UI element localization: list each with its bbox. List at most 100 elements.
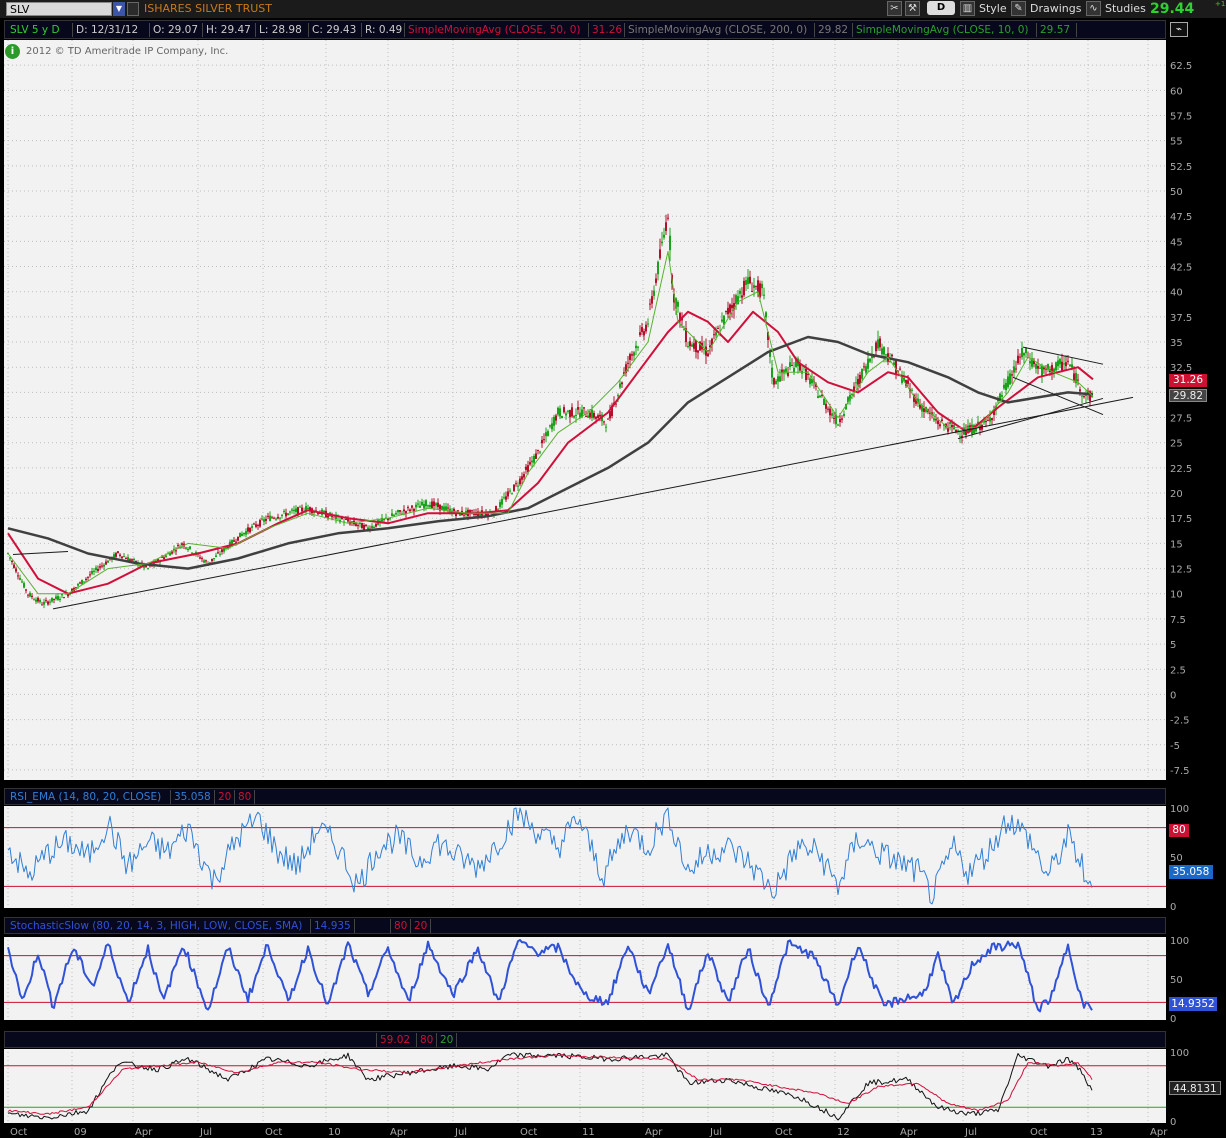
symbol-input[interactable]: SLV <box>6 2 112 16</box>
price-candle-body <box>173 548 175 551</box>
price-candle-body <box>767 331 769 341</box>
chart-settings-icon[interactable]: ✂ <box>887 1 902 16</box>
price-candle-body <box>125 558 127 560</box>
price-candle-body <box>581 409 583 418</box>
price-candle-body <box>999 393 1001 400</box>
price-candle-body <box>335 514 337 520</box>
chart-type-icon[interactable]: ▥ <box>960 1 975 16</box>
price-candle-body <box>261 518 263 520</box>
price-candle-body <box>569 410 571 418</box>
price-candle-body <box>21 581 23 583</box>
price-candle-body <box>583 407 585 409</box>
expand-chart-button[interactable]: ⌁ <box>1170 22 1188 37</box>
price-candle-body <box>987 420 989 422</box>
price-candle-body <box>523 474 525 478</box>
price-candle-body <box>1009 373 1011 385</box>
symbol-dropdown-button[interactable]: ▼ <box>113 2 125 16</box>
rsi-label[interactable]: RSI_EMA (14, 80, 20, CLOSE) <box>7 790 171 804</box>
price-candle-body <box>503 497 505 499</box>
trendline <box>1022 346 1104 365</box>
price-candle-body <box>415 504 417 508</box>
price-candle-body <box>203 560 205 563</box>
price-candle-body <box>223 548 225 552</box>
sma50-label[interactable]: SimpleMovingAvg (CLOSE, 50, 0) <box>405 23 589 37</box>
info-icon[interactable]: i <box>5 44 20 59</box>
stochastic-level-upper: 80 <box>391 919 411 933</box>
price-candle-body <box>679 313 681 322</box>
price-candle-body <box>405 511 407 514</box>
y-tick-label: 17.5 <box>1170 514 1192 525</box>
sma50-value: 31.26 <box>589 23 625 37</box>
price-candle-body <box>19 577 21 580</box>
price-candle-body <box>115 553 117 557</box>
price-candle-body <box>881 348 883 355</box>
price-candle-body <box>729 304 731 313</box>
price-candle-body <box>35 599 37 602</box>
price-candle-body <box>759 283 761 298</box>
price-candle-body <box>807 374 809 376</box>
sma200-label[interactable]: SimpleMovingAvg (CLOSE, 200, 0) <box>625 23 815 37</box>
price-candle-body <box>789 362 791 367</box>
price-candle-body <box>901 375 903 383</box>
price-candle-body <box>757 280 759 293</box>
price-candle-body <box>749 276 751 284</box>
price-candle-body <box>479 514 481 516</box>
studies-icon[interactable]: ∿ <box>1086 1 1101 16</box>
price-candle-body <box>829 408 831 416</box>
price-candle-body <box>99 566 101 568</box>
price-candle-body <box>777 376 779 382</box>
period-button[interactable]: D <box>927 1 955 15</box>
fourth-label[interactable] <box>7 1033 377 1047</box>
price-candle-body <box>57 596 59 600</box>
price-candle-body <box>551 423 553 430</box>
price-candle-body <box>441 505 443 510</box>
price-candle-body <box>189 546 191 549</box>
price-candle-body <box>499 502 501 508</box>
price-candle-body <box>471 510 473 512</box>
price-candle-body <box>11 561 13 563</box>
price-candle-body <box>107 560 109 563</box>
price-candle-body <box>837 424 839 426</box>
price-candle-body <box>201 558 203 560</box>
price-candle-body <box>647 323 649 325</box>
price-candle-body <box>539 451 541 453</box>
studies-menu[interactable]: Studies <box>1105 2 1146 15</box>
style-menu[interactable]: Style <box>979 2 1007 15</box>
drawings-menu[interactable]: Drawings <box>1030 2 1082 15</box>
x-tick-label: Apr <box>390 1127 408 1138</box>
price-candle-body <box>913 394 915 402</box>
price-candle-body <box>275 518 277 520</box>
stochastic-panel-header: StochasticSlow (80, 20, 14, 3, HIGH, LOW… <box>4 917 1166 934</box>
symbol-link-button[interactable] <box>127 2 139 16</box>
price-candle-body <box>403 509 405 512</box>
price-candle-body <box>641 327 643 332</box>
price-candle-body <box>1005 382 1007 391</box>
price-candle-body <box>33 599 35 601</box>
price-candle-body <box>67 593 69 597</box>
price-candle-body <box>753 285 755 288</box>
price-candle-body <box>989 417 991 422</box>
price-candle-body <box>827 408 829 410</box>
price-candle-body <box>177 544 179 546</box>
price-candle-body <box>579 412 581 418</box>
y-tick-label: 45 <box>1170 237 1183 248</box>
price-candle-body <box>511 493 513 495</box>
pencil-icon[interactable]: ✎ <box>1011 1 1026 16</box>
stochastic-label[interactable]: StochasticSlow (80, 20, 14, 3, HIGH, LOW… <box>7 919 311 933</box>
price-candle-body <box>61 594 63 596</box>
price-candle-body <box>849 394 851 401</box>
price-candle-body <box>401 513 403 515</box>
price-candle-body <box>667 217 669 219</box>
price-candle-body <box>1069 364 1071 367</box>
price-candle-body <box>607 418 609 420</box>
price-candle-body <box>717 328 719 330</box>
price-candle-body <box>537 449 539 451</box>
price-candle-body <box>253 523 255 525</box>
price-candle-body <box>277 516 279 519</box>
sma10-label[interactable]: SimpleMovingAvg (CLOSE, 10, 0) <box>853 23 1037 37</box>
price-candle-body <box>341 517 343 520</box>
price-candle-body <box>769 351 771 357</box>
price-candle-body <box>1043 367 1045 370</box>
wrench-icon[interactable]: ⚒ <box>905 1 920 16</box>
